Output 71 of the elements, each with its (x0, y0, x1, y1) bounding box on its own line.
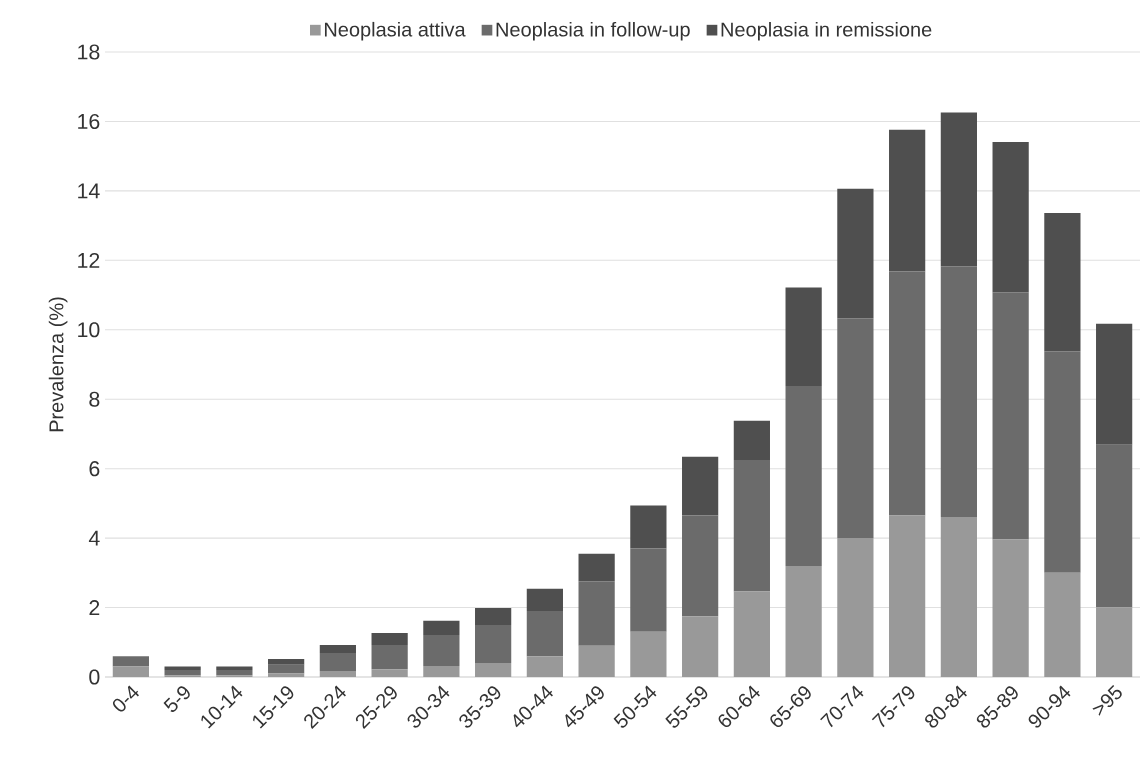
legend-label: Neoplasia attiva (324, 21, 466, 41)
bar (371, 632, 408, 646)
bar (1044, 213, 1081, 352)
bar (785, 386, 822, 566)
y-tick-label: 14 (78, 183, 100, 199)
y-axis-title: Prevalenza (%) (48, 297, 68, 432)
bar (785, 287, 822, 387)
y-tick-label: 18 (78, 44, 100, 60)
x-tick-label: 5-9 (163, 686, 190, 712)
bar (889, 129, 926, 272)
bar (992, 141, 1029, 293)
bar (268, 658, 305, 665)
y-tick-label: 12 (78, 252, 100, 268)
y-tick-label: 6 (89, 461, 100, 477)
bar (682, 515, 719, 617)
bar (785, 565, 822, 677)
bar (733, 459, 770, 592)
bar (319, 671, 356, 677)
y-tick-label: 0 (89, 669, 100, 685)
bar (371, 669, 408, 677)
bar (423, 620, 460, 635)
y-tick-label: 4 (88, 530, 100, 546)
bar (733, 591, 770, 677)
bar (940, 112, 977, 267)
bar (216, 670, 253, 676)
bar (889, 271, 926, 516)
bar (112, 666, 149, 677)
bar (1096, 607, 1133, 677)
bar (475, 624, 512, 664)
bar (630, 505, 667, 549)
bar (319, 645, 356, 654)
bar (526, 656, 563, 677)
bar (837, 188, 874, 319)
bar (423, 634, 460, 666)
x-tick-label: 0-4 (112, 685, 139, 712)
bar (268, 664, 305, 674)
bar (1096, 323, 1133, 445)
bar (475, 663, 512, 677)
bar (630, 548, 667, 632)
bar (1044, 351, 1081, 573)
bar (682, 456, 719, 516)
bar (578, 553, 615, 582)
bar (423, 665, 460, 677)
legend-label: Neoplasia in follow-up (496, 21, 690, 41)
bar (475, 607, 512, 625)
bar (1096, 444, 1133, 608)
bar (578, 581, 615, 646)
bar (940, 516, 977, 677)
bar (164, 670, 201, 676)
bar (630, 631, 667, 677)
bar (940, 266, 977, 517)
bar (837, 318, 874, 539)
bar (992, 539, 1029, 677)
bar (733, 420, 770, 460)
bar (371, 645, 408, 670)
bar (889, 515, 926, 677)
y-tick-label: 16 (78, 113, 100, 129)
x-tick-label: >95 (1092, 684, 1122, 716)
legend-label: Neoplasia in remissione (721, 21, 932, 41)
y-tick-label: 2 (89, 600, 100, 615)
bar (112, 656, 149, 667)
bar (578, 645, 615, 677)
y-tick-label: 8 (89, 391, 100, 407)
bar (319, 653, 356, 672)
bar (526, 588, 563, 612)
bar (1044, 572, 1081, 677)
bar (992, 292, 1029, 540)
bar (837, 538, 874, 677)
y-tick-label: 10 (78, 322, 100, 338)
bar (682, 616, 719, 677)
bar (526, 611, 563, 657)
